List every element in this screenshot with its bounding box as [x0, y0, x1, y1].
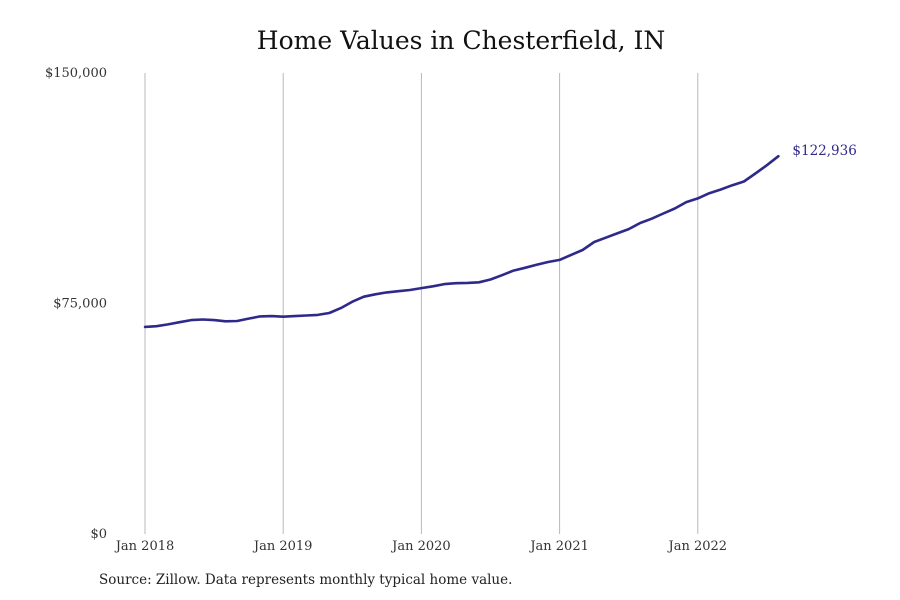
x-tick-label: Jan 2022: [667, 539, 728, 554]
source-note: Source: Zillow. Data represents monthly …: [99, 572, 513, 588]
x-tick-label: Jan 2021: [528, 539, 589, 554]
y-tick-label: $150,000: [45, 66, 107, 81]
series-layer: $122,936: [143, 143, 857, 329]
y-tick-label: $75,000: [53, 297, 107, 312]
chart-title: Home Values in Chesterfield, IN: [256, 26, 666, 55]
x-tick-label: Jan 2018: [114, 539, 175, 554]
series-line: [143, 154, 780, 329]
end-value-label: $122,936: [792, 143, 856, 159]
y-axis: $0 $75,000 $150,000: [45, 66, 107, 542]
x-tick-label: Jan 2020: [390, 539, 451, 554]
x-axis: Jan 2018 Jan 2019 Jan 2020 Jan 2021 Jan 2022: [114, 539, 727, 554]
y-tick-label: $0: [90, 527, 107, 542]
x-tick-label: Jan 2019: [252, 539, 313, 554]
grid-layer: [144, 73, 699, 534]
